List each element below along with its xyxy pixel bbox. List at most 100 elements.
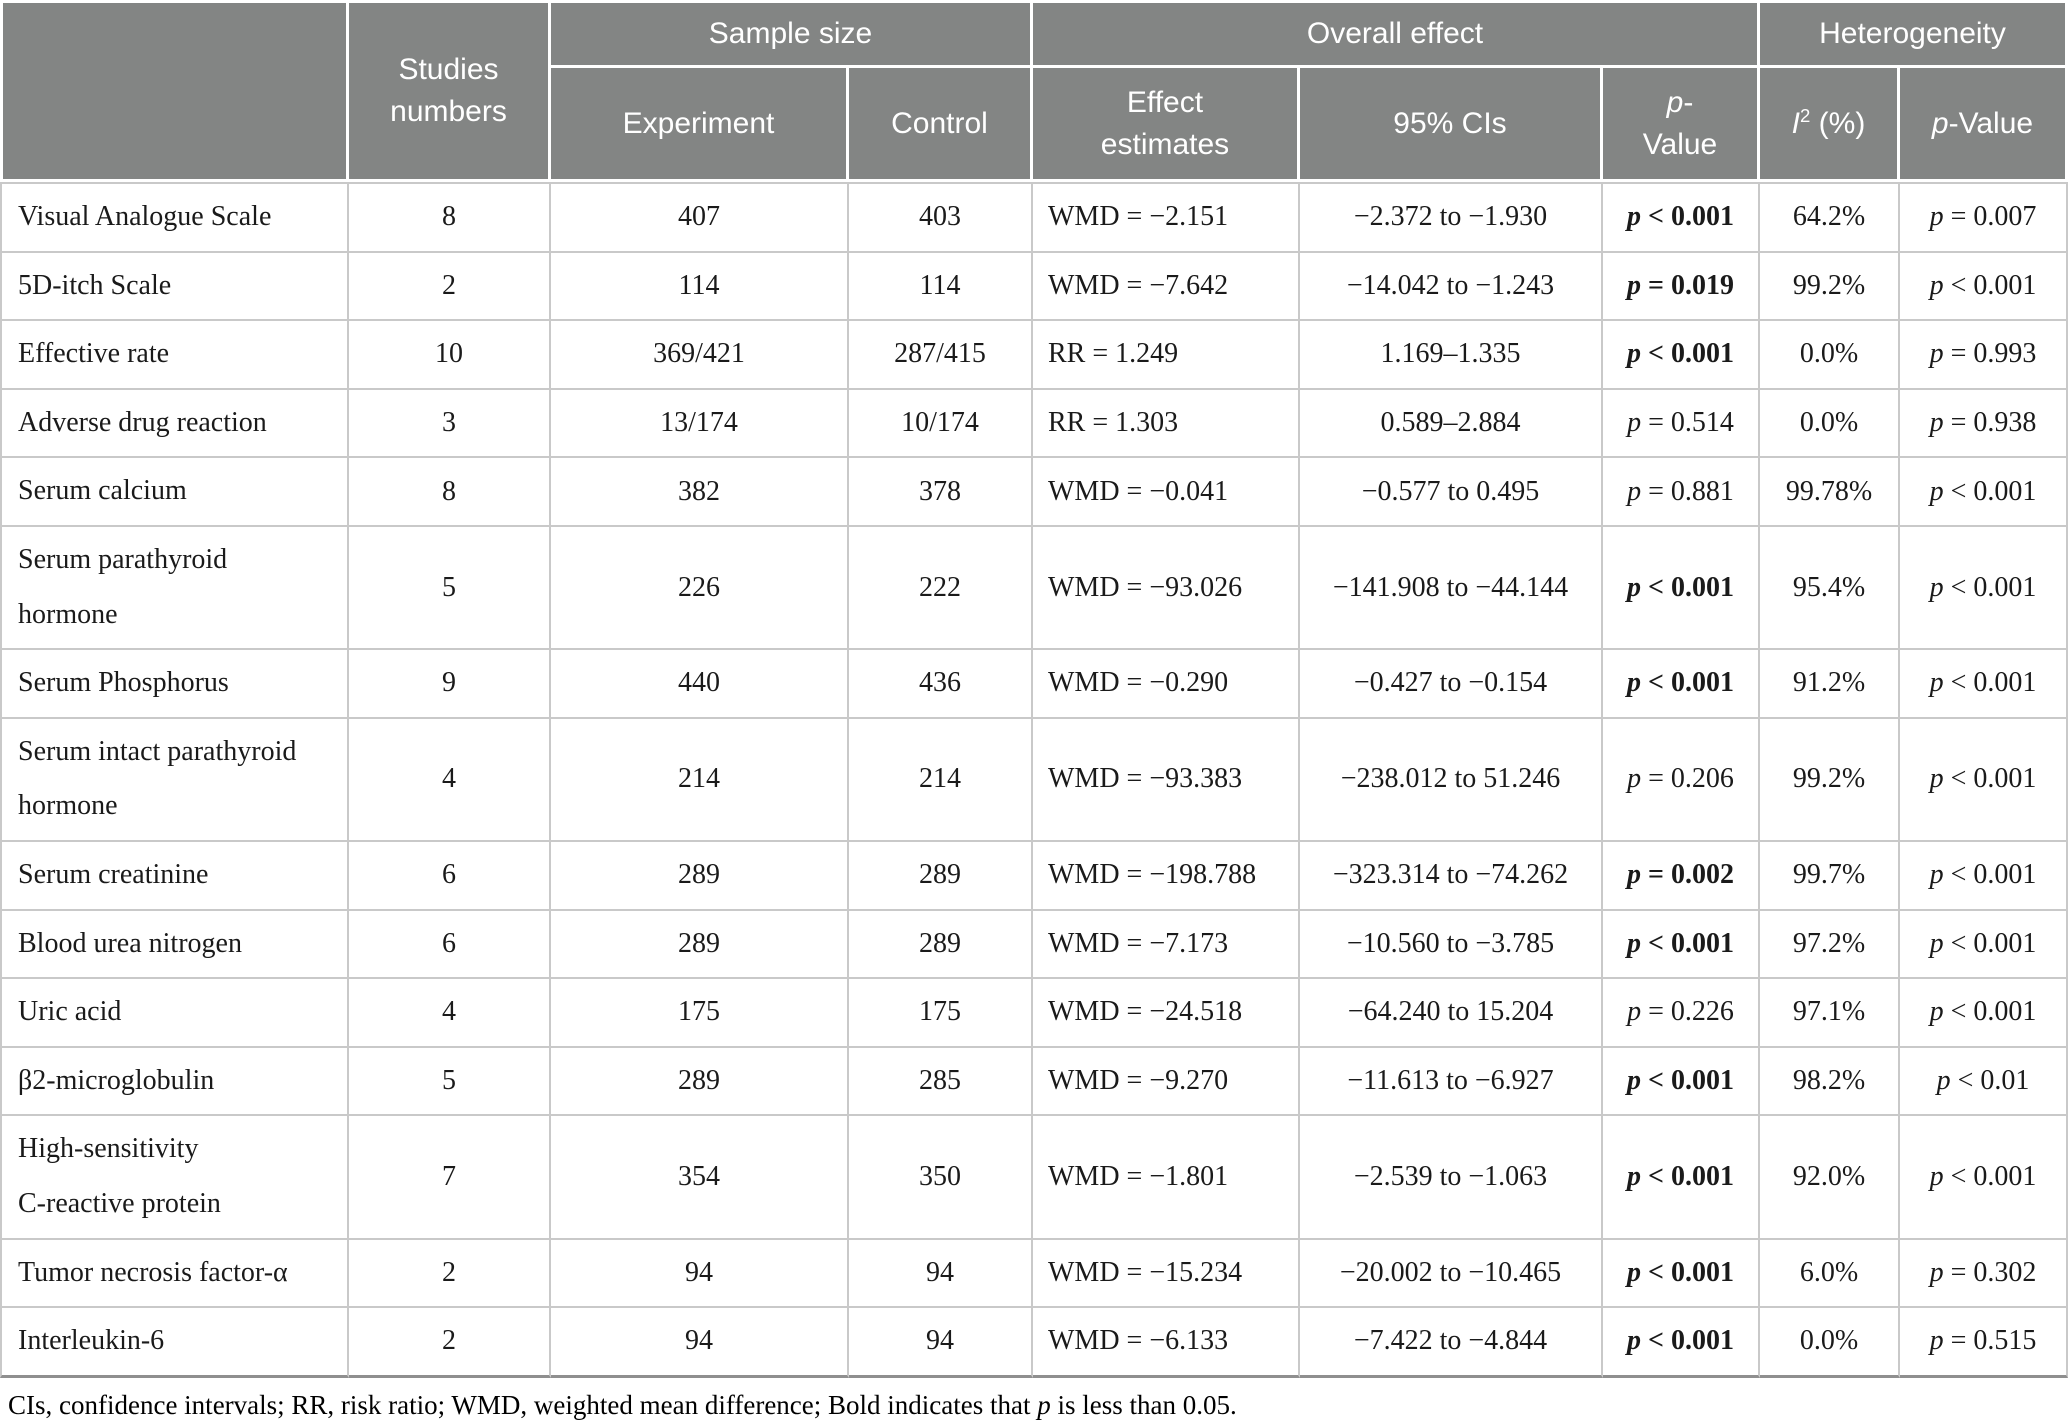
outcome-label: High-sensitivity C-reactive protein	[0, 1116, 349, 1240]
control-value: 114	[849, 252, 1033, 322]
p-value: p = 0.226	[1603, 979, 1760, 1048]
outcome-label: Visual Analogue Scale	[0, 182, 349, 253]
experiment-value: 226	[551, 526, 849, 651]
het-p-value: p = 0.515	[1900, 1308, 2068, 1378]
studies-value: 2	[349, 1239, 551, 1309]
i2-value: 99.7%	[1760, 841, 1900, 911]
i2-value: 91.2%	[1760, 650, 1900, 719]
studies-value: 8	[349, 182, 551, 253]
control-value: 214	[849, 718, 1033, 842]
experiment-value: 175	[551, 979, 849, 1048]
studies-value: 6	[349, 910, 551, 980]
p-value: p = 0.019	[1603, 252, 1760, 322]
i2-value: 0.0%	[1760, 389, 1900, 459]
ci-value: −323.314 to −74.262	[1300, 841, 1603, 911]
table-row: β2-microglobulin 5 289 285 WMD = −9.270 −11.6…	[0, 1047, 2068, 1117]
p-value: p = 0.206	[1603, 718, 1760, 842]
i2-value: 92.0%	[1760, 1116, 1900, 1240]
table-footnote: CIs, confidence intervals; RR, risk rati…	[8, 1389, 1237, 1420]
effect-estimate-value: WMD = −7.173	[1033, 910, 1300, 980]
studies-value: 10	[349, 321, 551, 390]
table-row: Blood urea nitrogen 6 289 289 WMD = −7.173 −1…	[0, 910, 2068, 980]
effect-estimate-value: RR = 1.303	[1033, 389, 1300, 459]
header-band-1: Studies numbers Sample size Overall effe…	[0, 0, 2068, 182]
table-row: Serum parathyroid hormone 5 226 222 WMD = −9…	[0, 526, 2068, 651]
outcome-label: Serum calcium	[0, 458, 349, 527]
het-p-value: p = 0.302	[1900, 1239, 2068, 1309]
header-sample-size: Sample size	[551, 0, 1033, 68]
effect-estimate-value: WMD = −2.151	[1033, 182, 1300, 253]
p-value: p < 0.001	[1603, 1116, 1760, 1240]
het-p-value: p < 0.001	[1900, 841, 2068, 911]
ci-value: −64.240 to 15.204	[1300, 979, 1603, 1048]
experiment-value: 354	[551, 1116, 849, 1240]
header-p-value-het: p-Value	[1900, 68, 2068, 182]
header-p-value-overall: p- Value	[1603, 68, 1760, 182]
het-p-value: p < 0.001	[1900, 650, 2068, 719]
control-value: 222	[849, 526, 1033, 651]
effect-estimate-value: WMD = −93.383	[1033, 718, 1300, 842]
table-header: Studies numbers Sample size Overall effe…	[0, 0, 2068, 182]
effect-estimate-value: WMD = −0.041	[1033, 458, 1300, 527]
effect-estimate-value: WMD = −93.026	[1033, 526, 1300, 651]
p-value: p = 0.881	[1603, 458, 1760, 527]
effect-estimate-value: WMD = −24.518	[1033, 979, 1300, 1048]
header-overall-effect: Overall effect	[1033, 0, 1760, 68]
control-value: 285	[849, 1047, 1033, 1117]
ci-value: −2.372 to −1.930	[1300, 182, 1603, 253]
ci-value: −238.012 to 51.246	[1300, 718, 1603, 842]
effect-estimate-value: RR = 1.249	[1033, 321, 1300, 390]
meta-analysis-table: Studies numbers Sample size Overall effe…	[0, 0, 2068, 1378]
het-p-value: p = 0.007	[1900, 182, 2068, 253]
i2-value: 99.2%	[1760, 252, 1900, 322]
ci-value: 0.589–2.884	[1300, 389, 1603, 459]
outcome-label: Interleukin-6	[0, 1308, 349, 1378]
het-p-value: p < 0.001	[1900, 718, 2068, 842]
effect-estimate-value: WMD = −9.270	[1033, 1047, 1300, 1117]
p-value: p < 0.001	[1603, 1047, 1760, 1117]
studies-value: 5	[349, 526, 551, 651]
control-value: 378	[849, 458, 1033, 527]
table-row: Serum Phosphorus 9 440 436 WMD = −0.290 −0.42…	[0, 650, 2068, 719]
experiment-value: 289	[551, 841, 849, 911]
ci-value: −7.422 to −4.844	[1300, 1308, 1603, 1378]
het-p-value: p < 0.01	[1900, 1047, 2068, 1117]
p-value: p < 0.001	[1603, 1239, 1760, 1309]
i2-value: 97.1%	[1760, 979, 1900, 1048]
header-experiment: Experiment	[551, 68, 849, 182]
experiment-value: 289	[551, 910, 849, 980]
i2-value: 0.0%	[1760, 321, 1900, 390]
table-row: Adverse drug reaction 3 13/174 10/174 RR = 1…	[0, 389, 2068, 459]
het-p-value: p = 0.938	[1900, 389, 2068, 459]
ci-value: −20.002 to −10.465	[1300, 1239, 1603, 1309]
effect-estimate-value: WMD = −7.642	[1033, 252, 1300, 322]
studies-value: 2	[349, 252, 551, 322]
het-p-value: p < 0.001	[1900, 979, 2068, 1048]
outcome-label: Adverse drug reaction	[0, 389, 349, 459]
i2-value: 0.0%	[1760, 1308, 1900, 1378]
studies-value: 4	[349, 979, 551, 1048]
outcome-label: 5D-itch Scale	[0, 252, 349, 322]
i2-value: 6.0%	[1760, 1239, 1900, 1309]
het-p-value: p < 0.001	[1900, 1116, 2068, 1240]
het-p-value: p < 0.001	[1900, 910, 2068, 980]
header-control: Control	[849, 68, 1033, 182]
table-body: Visual Analogue Scale 8 407 403 WMD = −2.151…	[0, 182, 2068, 1378]
i2-value: 99.2%	[1760, 718, 1900, 842]
outcome-label: Serum Phosphorus	[0, 650, 349, 719]
table-row: Serum intact parathyroid hormone 4 214 214 W…	[0, 718, 2068, 842]
control-value: 287/415	[849, 321, 1033, 390]
table-row: Serum calcium 8 382 378 WMD = −0.041 −0.577 t…	[0, 458, 2068, 527]
ci-value: −11.613 to −6.927	[1300, 1047, 1603, 1117]
studies-value: 4	[349, 718, 551, 842]
outcome-label: Serum creatinine	[0, 841, 349, 911]
experiment-value: 382	[551, 458, 849, 527]
ci-value: −0.577 to 0.495	[1300, 458, 1603, 527]
studies-value: 3	[349, 389, 551, 459]
control-value: 350	[849, 1116, 1033, 1240]
studies-value: 6	[349, 841, 551, 911]
table-row: High-sensitivity C-reactive protein 7 354 3…	[0, 1116, 2068, 1240]
header-heterogeneity: Heterogeneity	[1760, 0, 2068, 68]
ci-value: 1.169–1.335	[1300, 321, 1603, 390]
control-value: 289	[849, 841, 1033, 911]
